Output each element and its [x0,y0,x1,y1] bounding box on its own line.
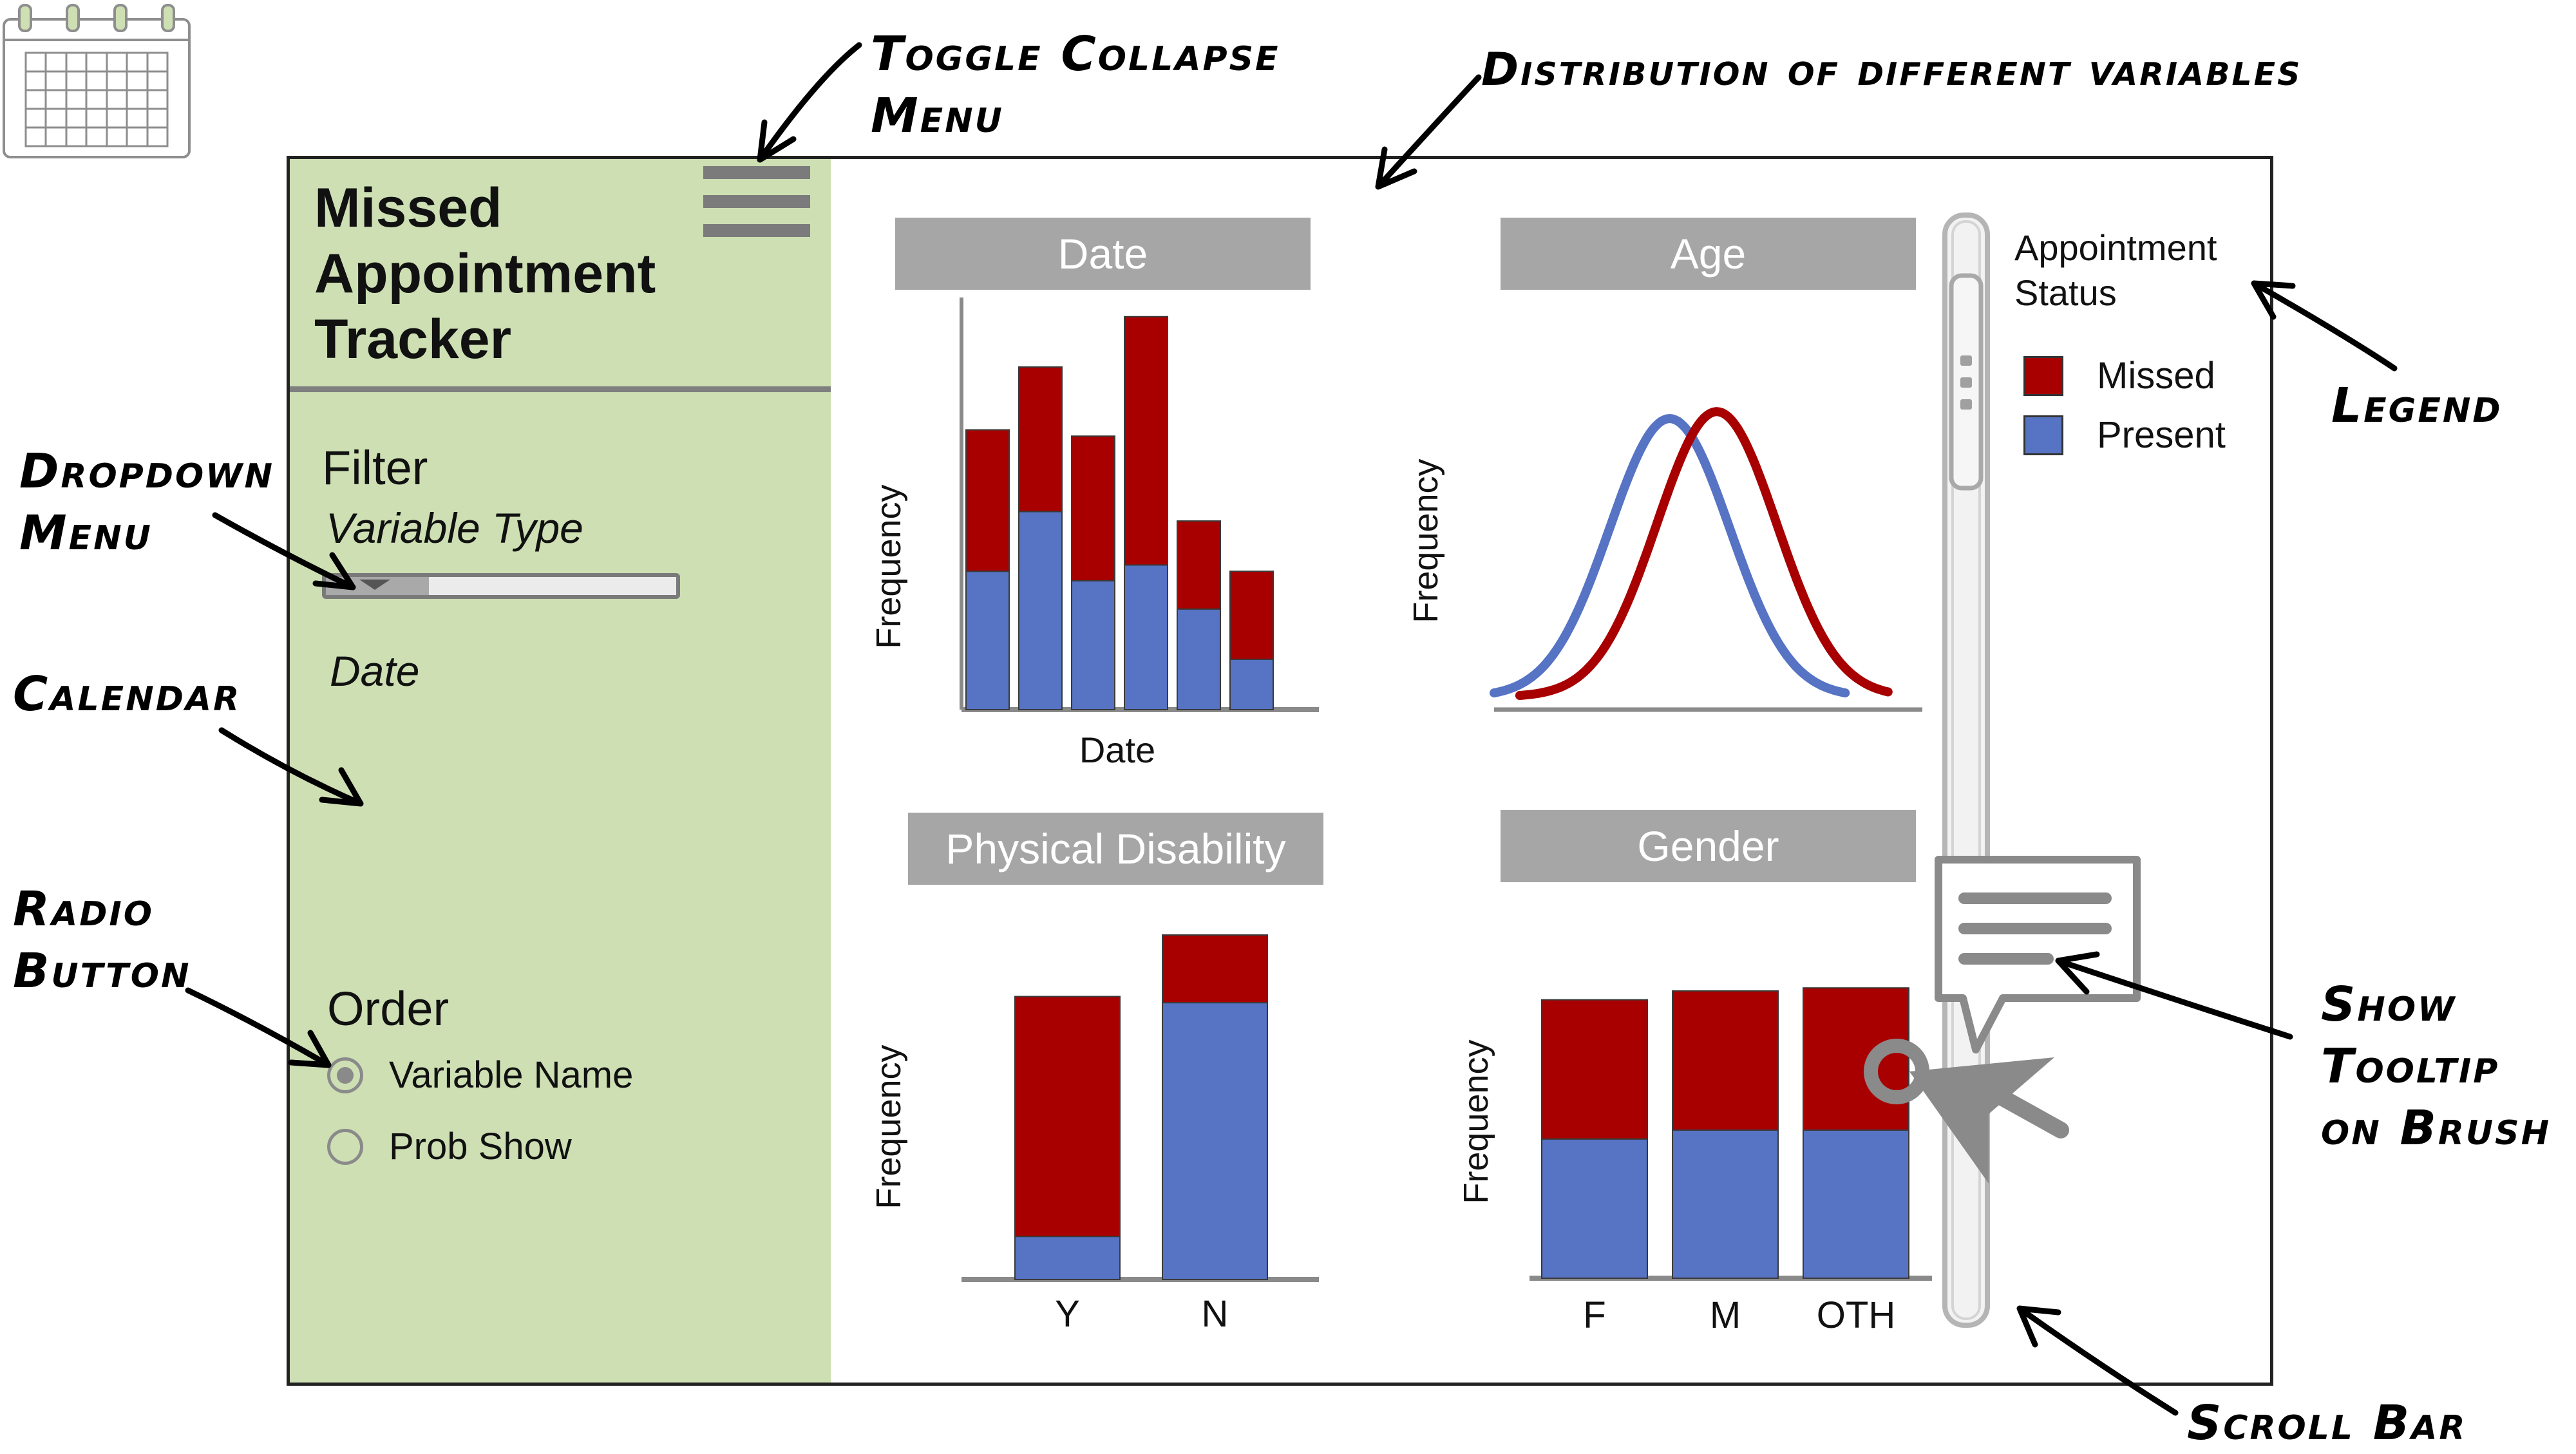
radio-unselected-icon[interactable] [327,1128,363,1165]
chart-header-age: Age [1501,218,1916,290]
toggle-menu-arrow [757,42,862,163]
bar-missed [1018,366,1063,513]
annotation-toggle-collapse-menu: Toggle Collapse Menu [871,23,1280,147]
hamburger-menu-icon[interactable] [703,166,810,238]
distribution-arrow [1375,74,1482,190]
legend-item-present: Present [2023,413,2226,457]
date-filter-label: Date [330,647,420,695]
title-line: Missed [314,177,502,239]
y-axis-label: Frequency [869,484,908,648]
app-title: Missed Appointment Tracker [314,175,804,372]
annotation-calendar: Calendar [13,666,242,722]
bar-missed [1229,571,1274,660]
calendar-icon[interactable] [0,0,193,161]
annotation-radio-button: Radio Button [13,878,191,1002]
x-tick-label: M [1710,1294,1741,1336]
annotation-distribution: Distribution of different variables [1481,43,2302,96]
annotation-line: Radio [13,882,154,937]
bar-missed [1071,435,1115,581]
bar-present [1672,1129,1779,1279]
legend-label: Missed [2097,355,2215,397]
annotation-line: on Brush [2321,1100,2552,1156]
radio-selected-icon[interactable] [327,1057,363,1093]
annotation-line: Button [13,943,191,999]
legend-swatch-present [2023,415,2063,455]
scroll-handle[interactable] [1949,273,1984,491]
bar-present [1071,580,1115,711]
chart-header-date: Date [895,218,1311,290]
legend-label: Present [2097,414,2226,456]
bar-missed [1803,987,1909,1131]
annotation-show-tooltip: Show Tooltip on Brush [2321,974,2551,1159]
cursor-click-icon [1864,1039,2069,1184]
hamburger-bar [703,195,810,208]
annotation-line: Tooltip [2321,1039,2500,1094]
variable-type-label: Variable Type [326,504,583,552]
annotation-line: Toggle Collapse [871,26,1280,82]
sidebar [290,159,831,1383]
bar-missed [1541,999,1648,1140]
tooltip-icon [1935,856,2141,1053]
chart-header-gender: Gender [1501,810,1916,882]
annotation-legend: Legend [2331,378,2503,433]
x-tick-label: N [1202,1293,1229,1335]
legend-item-missed: Missed [2023,354,2215,397]
order-label: Order [327,982,450,1035]
legend-arrow [2251,280,2398,372]
density-curve-missed [1515,407,1893,700]
radio-variable-name[interactable]: Variable Name [327,1053,633,1097]
bar-present [1124,564,1168,710]
legend-swatch-missed [2023,355,2063,396]
bar-present [965,571,1010,710]
annotation-line: Dropdown [19,444,275,499]
chart-header-physical-disability: Physical Disability [908,813,1323,885]
bar-present [1541,1138,1648,1279]
bar-missed [1177,520,1221,610]
tooltip-arrow [2055,951,2293,1040]
chevron-down-icon [359,580,390,590]
legend-title: Appointment Status [2014,227,2217,313]
annotation-dropdown-menu: Dropdown Menu [19,440,274,564]
radio-label: Prob Show [389,1126,572,1167]
density-curve-present [1490,413,1850,698]
bar-present [1803,1129,1909,1279]
bar-present [1018,511,1063,710]
bar-missed [965,429,1010,572]
annotation-line: Menu [19,505,153,561]
bar-missed [1672,990,1779,1131]
title-line: Appointment [314,243,656,305]
y-axis-label: Frequency [1406,458,1445,623]
x-tick-label: OTH [1817,1294,1895,1336]
bar-missed [1162,934,1268,1004]
dropdown-arrow [212,512,356,590]
y-axis-label: Frequency [869,1044,908,1209]
radio-label: Variable Name [389,1054,634,1096]
hamburger-bar [703,166,810,179]
filter-label: Filter [322,441,428,495]
calendar-arrow [218,727,364,807]
variable-type-dropdown[interactable] [322,573,680,599]
hamburger-bar [703,224,810,237]
x-tick-label: F [1583,1294,1605,1336]
bar-present [1014,1236,1121,1280]
scrollbar-arrow [2016,1305,2179,1416]
x-tick-label: Y [1055,1293,1080,1335]
bar-missed [1014,996,1121,1238]
annotation-scroll-bar: Scroll Bar [2187,1395,2467,1451]
annotation-line: Show [2321,977,2457,1032]
radio-prob-show[interactable]: Prob Show [327,1125,572,1168]
annotation-line: Menu [871,88,1004,144]
title-divider [290,386,831,392]
bar-missed [1124,316,1168,566]
y-axis-label: Frequency [1457,1039,1495,1204]
radio-arrow [185,987,332,1068]
bar-present [1177,608,1221,711]
x-axis-label: Date [1079,730,1155,770]
title-line: Tracker [314,308,512,370]
